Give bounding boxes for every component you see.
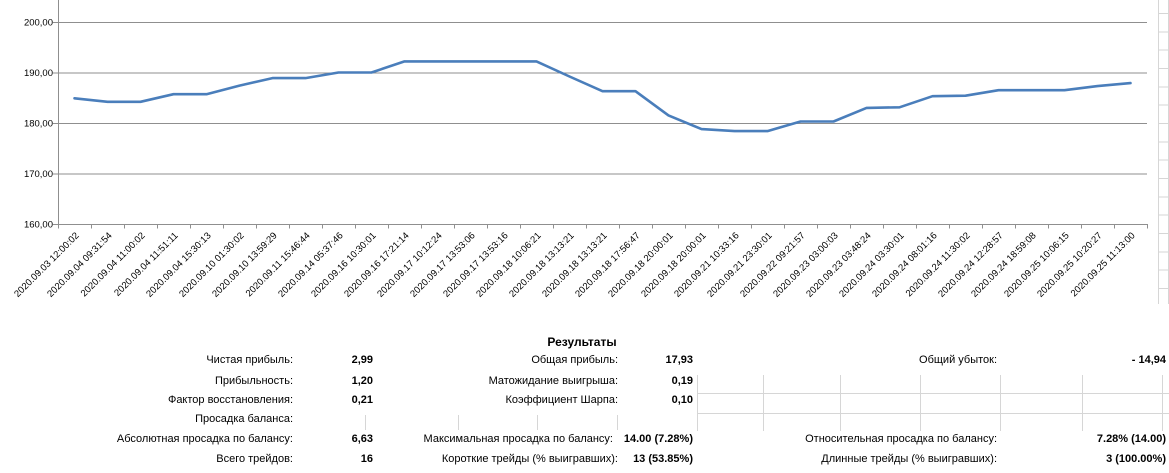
recovery-factor-label: Фактор восстановления: [167,394,293,406]
max-balance-drawdown-label: Максимальная просадка по балансу: [423,433,613,445]
sharpe-ratio-value: 0,10 [671,394,693,406]
profitability-label: Прибыльность: [214,375,293,387]
y-axis-labels: 160,00 170,00 180,00 190,00 200,00 [24,18,53,231]
max-balance-drawdown-value: 14.00 (7.28%) [623,433,693,445]
sharpe-ratio-label: Коэффициент Шарпа: [505,394,618,406]
absolute-balance-drawdown-value: 6,63 [351,433,373,445]
expected-payoff-value: 0,19 [671,375,693,387]
short-trades-label: Короткие трейды (% выигравших): [441,453,618,465]
svg-text:170,00: 170,00 [24,169,53,180]
balance-line [73,60,1132,133]
relative-balance-drawdown-label: Относительная просадка по балансу: [805,433,997,445]
svg-text:160,00: 160,00 [24,220,53,231]
axes [53,0,1148,229]
long-trades-label: Длинные трейды (% выигравших): [821,453,997,465]
total-trades-label: Всего трейдов: [216,453,293,465]
absolute-balance-drawdown-label: Абсолютная просадка по балансу: [116,433,293,445]
svg-text:190,00: 190,00 [24,68,53,79]
net-profit-label: Чистая прибыль: [206,354,293,366]
long-trades-value: 3 (100.00%) [1106,453,1166,465]
results-title: Результаты [547,335,617,349]
y-gridlines [58,22,1147,225]
short-trades-value: 13 (53.85%) [633,453,693,465]
expected-payoff-label: Матожидание выигрыша: [488,375,618,387]
relative-balance-drawdown-value: 7.28% (14.00) [1096,433,1166,445]
total-trades-value: 16 [360,453,373,465]
profitability-value: 1,20 [351,375,373,387]
recovery-factor-value: 0,21 [351,394,373,406]
gross-profit-label: Общая прибыль: [531,354,618,366]
svg-text:180,00: 180,00 [24,119,53,130]
gross-loss-value: - 14,94 [1131,354,1166,366]
net-profit-value: 2,99 [351,354,373,366]
gross-profit-value: 17,93 [665,354,693,366]
svg-text:200,00: 200,00 [24,18,53,29]
balance-drawdown-label: Просадка баланса: [195,413,293,425]
gross-loss-label: Общий убыток: [919,354,997,366]
